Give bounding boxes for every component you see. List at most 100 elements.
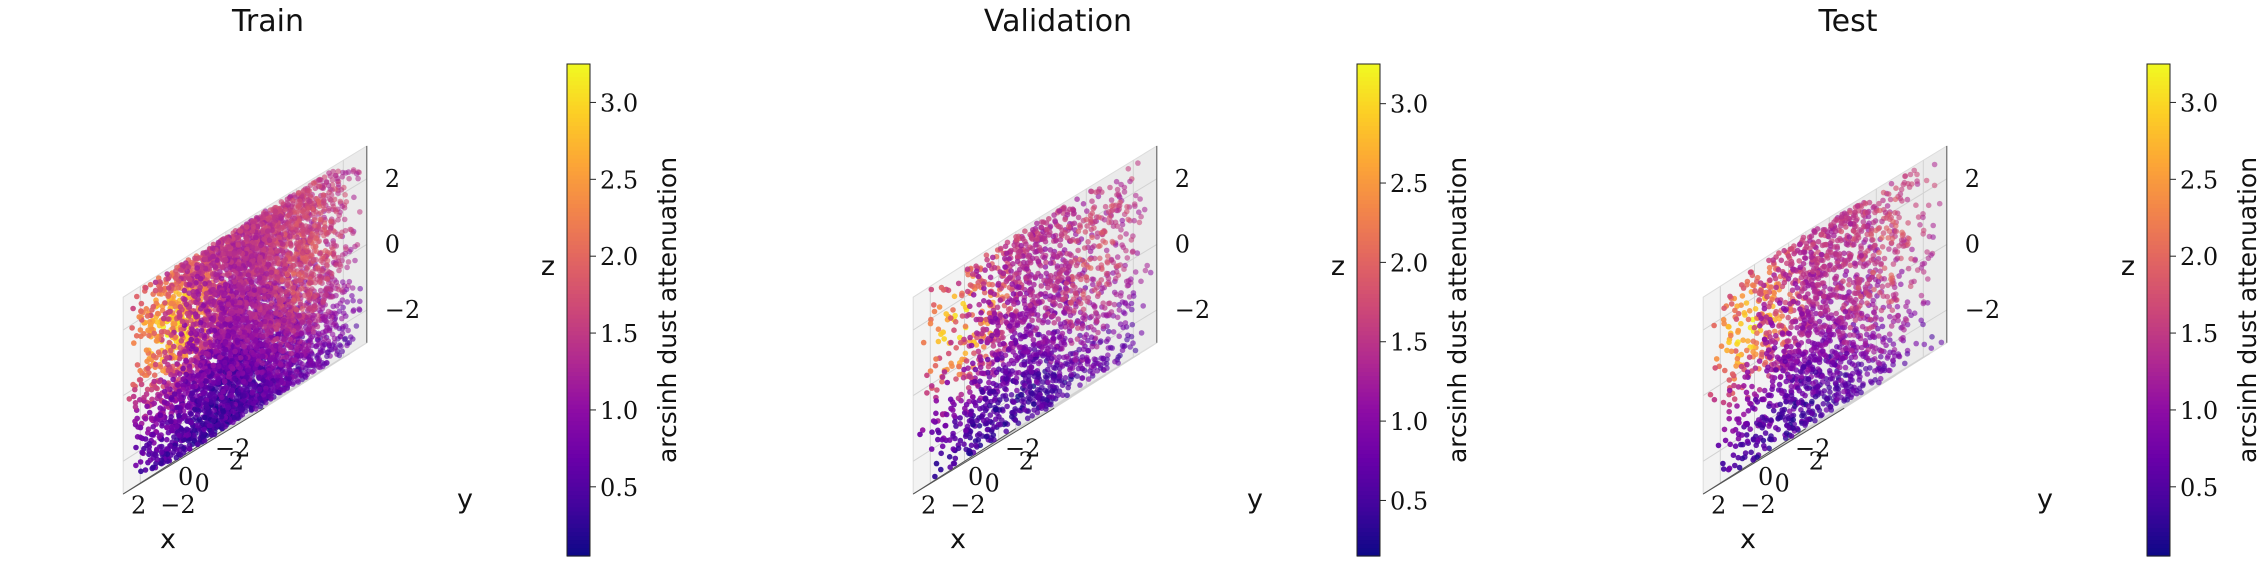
scatter-point bbox=[340, 279, 346, 285]
scatter-point bbox=[226, 244, 232, 250]
scatter-point bbox=[273, 358, 279, 365]
scatter-point bbox=[326, 205, 332, 212]
scatter-point bbox=[217, 269, 223, 275]
scatter-point bbox=[197, 306, 204, 312]
scatter-point bbox=[318, 257, 324, 264]
scatter-point bbox=[173, 423, 180, 430]
scatter-point bbox=[289, 219, 296, 225]
scatter-point bbox=[328, 319, 334, 326]
scatter-point bbox=[218, 275, 225, 282]
scatter-point bbox=[272, 284, 279, 291]
scatter-point bbox=[276, 389, 282, 396]
scatter-point bbox=[333, 208, 340, 215]
scatter-point bbox=[311, 312, 318, 319]
scatter-point bbox=[287, 336, 293, 343]
scatter-point bbox=[302, 373, 308, 379]
scatter-point bbox=[229, 310, 235, 317]
scatter-point bbox=[290, 289, 296, 296]
scatter-point bbox=[329, 331, 336, 338]
scatter-point bbox=[176, 412, 182, 419]
scatter-point bbox=[295, 204, 302, 210]
scatter-point bbox=[234, 337, 240, 344]
scatter-point bbox=[206, 422, 213, 429]
scatter-point bbox=[333, 324, 339, 330]
scatter-point bbox=[241, 329, 248, 335]
scatter-point bbox=[216, 343, 222, 349]
scatter-point bbox=[355, 175, 361, 182]
scatter-point bbox=[349, 293, 355, 299]
scatter-point bbox=[344, 340, 351, 347]
scatter-point bbox=[199, 434, 206, 440]
scatter-point bbox=[320, 298, 327, 305]
scatter-point bbox=[222, 256, 229, 263]
scatter-point bbox=[177, 304, 184, 310]
scatter-point bbox=[263, 389, 269, 395]
scatter-point bbox=[206, 321, 212, 328]
scatter-point bbox=[326, 170, 332, 176]
scatter-point bbox=[328, 197, 334, 203]
scatter-point bbox=[281, 386, 288, 393]
scatter-point bbox=[357, 209, 363, 215]
scatter-point bbox=[340, 169, 346, 176]
scatter-point bbox=[328, 294, 335, 300]
scatter-point bbox=[313, 343, 320, 349]
scatter-point bbox=[313, 235, 320, 242]
scatter-point bbox=[164, 446, 170, 452]
scatter-point bbox=[213, 277, 219, 284]
scatter-point bbox=[215, 379, 222, 386]
scatter-point bbox=[293, 368, 300, 375]
scatter-point bbox=[323, 292, 330, 298]
scatter-point bbox=[340, 304, 346, 311]
scatter-point bbox=[322, 341, 328, 348]
scatter-point bbox=[259, 369, 265, 376]
scatter-point bbox=[210, 417, 217, 424]
scatter-point bbox=[173, 404, 180, 411]
scatter-point bbox=[339, 348, 346, 355]
scatter-point bbox=[210, 379, 217, 385]
scatter-point bbox=[350, 168, 357, 175]
scatter-point bbox=[253, 319, 259, 326]
scatter-point bbox=[239, 289, 246, 296]
scatter-point bbox=[299, 345, 306, 352]
scatter-point bbox=[341, 216, 348, 223]
scatter-point bbox=[337, 263, 344, 270]
scatter-point bbox=[307, 337, 313, 343]
scatter-point bbox=[217, 315, 224, 322]
scatter-point bbox=[340, 324, 347, 330]
scatter-point bbox=[313, 228, 320, 234]
scatter-point bbox=[225, 404, 232, 411]
scatter-point bbox=[257, 288, 264, 294]
scatter-point bbox=[274, 377, 281, 383]
scatter-point bbox=[302, 259, 309, 265]
scatter-point bbox=[264, 303, 270, 310]
scatter-point bbox=[277, 286, 284, 293]
scatter-point bbox=[341, 310, 347, 317]
scatter-point bbox=[300, 250, 306, 256]
scatter-point bbox=[268, 300, 275, 307]
scatter-point bbox=[312, 302, 318, 309]
scatter-point bbox=[244, 224, 250, 230]
scatter-point bbox=[315, 359, 322, 365]
scatter-point bbox=[337, 342, 343, 348]
scatter-point bbox=[343, 246, 349, 252]
scatter-point bbox=[195, 372, 201, 378]
scatter-point bbox=[207, 428, 214, 435]
scatter-point bbox=[178, 331, 185, 337]
scatter-point bbox=[274, 369, 281, 375]
scatter-point bbox=[288, 224, 294, 231]
scatter-point bbox=[219, 394, 225, 401]
scatter-point bbox=[183, 371, 189, 378]
scatter-point bbox=[176, 371, 183, 377]
scatter-point bbox=[266, 228, 272, 234]
scatter-point bbox=[261, 236, 267, 242]
scatter-point bbox=[342, 192, 348, 198]
scatter-point bbox=[347, 226, 354, 233]
scatter-point bbox=[186, 340, 193, 347]
scatter-point bbox=[322, 248, 329, 254]
scatter-point bbox=[186, 290, 192, 297]
grid-line bbox=[208, 353, 350, 440]
scatter-point bbox=[181, 287, 188, 294]
scatter-point bbox=[187, 367, 193, 373]
scatter-point bbox=[202, 341, 209, 347]
scatter-point bbox=[275, 353, 282, 359]
